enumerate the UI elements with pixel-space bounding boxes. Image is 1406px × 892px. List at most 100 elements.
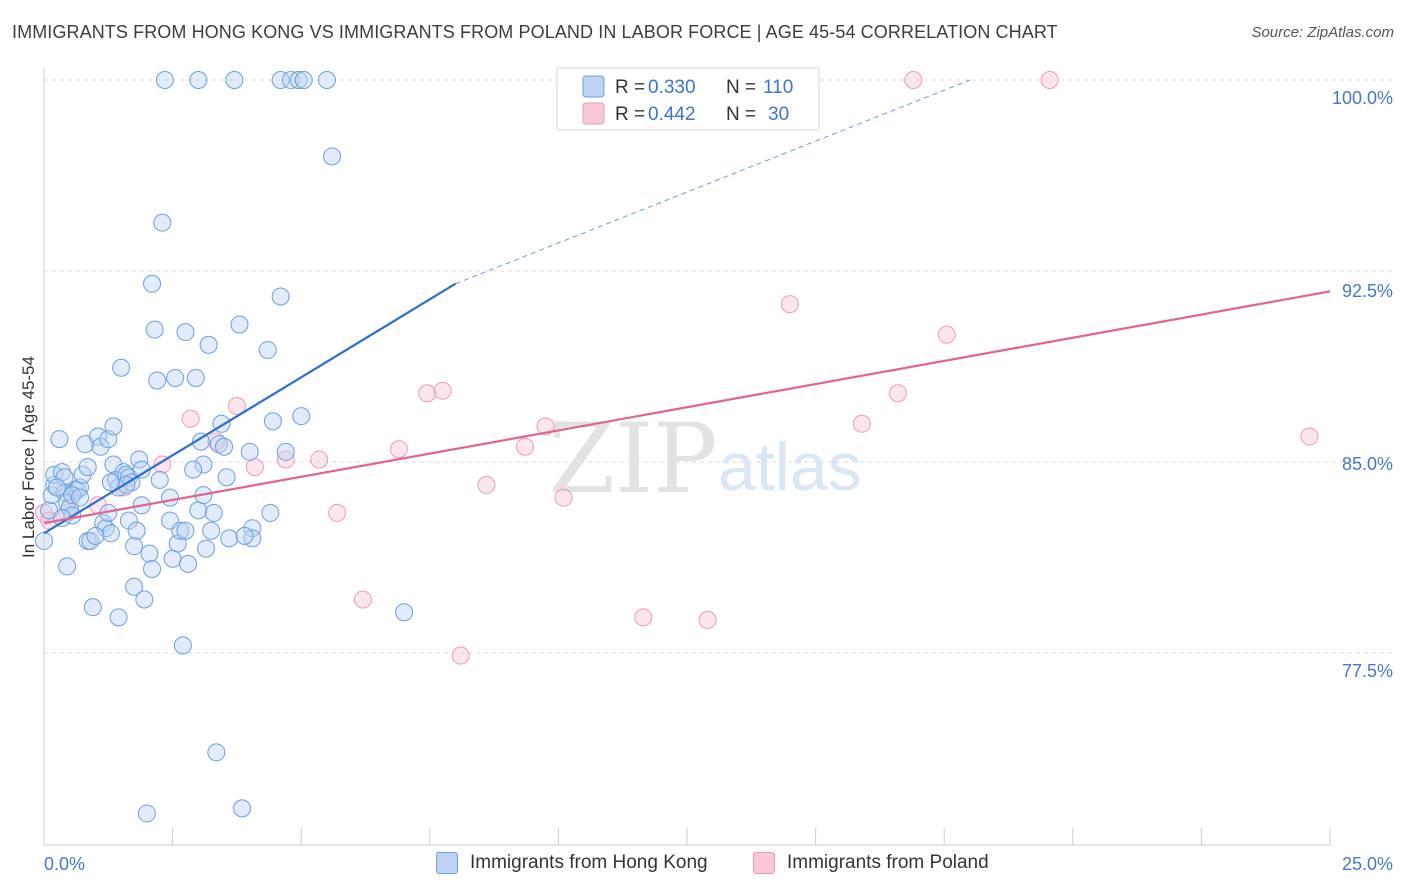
data-point-hong-kong (209, 435, 228, 454)
legend-r-value: 0.330 (648, 77, 696, 98)
data-point-poland (904, 71, 923, 89)
data-point-hong-kong (130, 450, 149, 469)
data-point-hong-kong (176, 521, 195, 540)
data-point-hong-kong (137, 804, 156, 823)
data-point-hong-kong (179, 554, 198, 573)
data-point-hong-kong (194, 455, 213, 474)
series-poland-points (35, 71, 1319, 665)
legend-label-hong-kong: Immigrants from Hong Kong (470, 852, 708, 873)
legend-r-value: 0.442 (648, 104, 696, 125)
data-point-poland (536, 417, 555, 436)
data-point-hong-kong (173, 636, 192, 655)
data-point-hong-kong (263, 412, 282, 431)
legend-swatch-poland (753, 852, 775, 874)
data-point-hong-kong (230, 315, 249, 334)
source-label: Source: ZipAtlas.com (1251, 24, 1394, 41)
data-point-hong-kong (104, 455, 123, 474)
data-point-hong-kong (83, 598, 102, 617)
trend-line-hong-kong-extension (455, 79, 971, 285)
data-point-hong-kong (47, 478, 66, 497)
data-point-hong-kong (150, 470, 169, 489)
legend-r-label: R = (615, 104, 645, 125)
y-axis-label: In Labor Force | Age 45-54 (19, 356, 38, 558)
data-point-hong-kong (176, 323, 195, 342)
y-tick-label: 92.5% (1342, 281, 1393, 301)
data-point-hong-kong (127, 521, 146, 540)
data-point-hong-kong (35, 531, 53, 550)
data-point-hong-kong (155, 71, 174, 89)
x-tick-label: 0.0% (44, 854, 85, 874)
data-point-hong-kong (153, 213, 172, 232)
data-point-hong-kong (143, 559, 162, 578)
data-point-poland (888, 384, 907, 403)
data-point-poland (852, 414, 871, 433)
data-point-hong-kong (163, 549, 182, 568)
data-point-poland (1300, 427, 1319, 446)
data-point-hong-kong (89, 427, 108, 446)
data-point-hong-kong (220, 529, 239, 548)
data-point-poland (353, 590, 372, 609)
data-point-hong-kong (166, 368, 185, 387)
data-point-hong-kong (148, 371, 167, 390)
data-point-hong-kong (71, 488, 90, 507)
data-point-hong-kong (225, 71, 244, 89)
data-point-hong-kong (104, 417, 123, 436)
data-point-hong-kong (294, 71, 313, 89)
data-point-hong-kong (81, 531, 100, 550)
data-point-hong-kong (189, 501, 208, 520)
data-point-hong-kong (207, 743, 226, 762)
data-point-hong-kong (199, 335, 218, 354)
data-point-poland (276, 450, 295, 469)
series-hong-kong-points (35, 71, 414, 823)
data-point-hong-kong (161, 488, 180, 507)
data-point-poland (698, 610, 717, 629)
data-point-poland (310, 450, 329, 469)
data-point-hong-kong (140, 544, 159, 563)
data-point-poland (245, 458, 264, 477)
data-point-hong-kong (101, 524, 120, 543)
data-point-hong-kong (217, 468, 236, 487)
data-point-poland (780, 295, 799, 314)
data-point-hong-kong (91, 437, 110, 456)
data-point-hong-kong (55, 468, 74, 487)
trend-lines (43, 79, 1331, 535)
data-point-hong-kong (215, 437, 234, 456)
data-point-hong-kong (189, 71, 208, 89)
data-point-hong-kong (119, 511, 138, 530)
legend-item-poland: Immigrants from Poland (753, 852, 989, 874)
data-point-hong-kong (125, 577, 144, 596)
data-point-poland (451, 646, 470, 665)
legend-stats: R = 0.330 N = 110 R = 0.442 N = 30 (556, 67, 820, 131)
data-point-poland (181, 409, 200, 428)
legend-swatch-hong-kong (436, 852, 458, 874)
data-point-poland (1040, 71, 1059, 89)
data-point-hong-kong (86, 526, 105, 545)
trend-line-hong-kong (43, 282, 457, 535)
data-point-hong-kong (235, 526, 254, 545)
data-point-hong-kong (202, 521, 221, 540)
data-point-poland (418, 384, 437, 403)
data-point-poland (634, 608, 653, 627)
data-point-hong-kong (135, 590, 154, 609)
data-point-hong-kong (125, 537, 144, 556)
data-point-hong-kong (281, 71, 300, 89)
legend-swatch-hong-kong (582, 75, 605, 98)
trend-line-poland (43, 290, 1331, 525)
data-point-hong-kong (143, 274, 162, 293)
data-point-hong-kong (292, 407, 311, 426)
data-point-hong-kong (197, 539, 216, 558)
data-point-hong-kong (112, 358, 131, 377)
legend-n-label: N = (726, 77, 756, 98)
data-point-hong-kong (145, 320, 164, 339)
data-point-hong-kong (50, 430, 69, 449)
grid-lines (44, 79, 1392, 654)
x-tick-label: 25.0% (1342, 854, 1393, 874)
data-point-poland (515, 437, 534, 456)
legend-n-value: 110 (763, 77, 793, 98)
data-point-hong-kong (258, 340, 277, 359)
tick-labels: 77.5% 85.0% 92.5% 100.0% 0.0% 25.0% (44, 88, 1393, 874)
data-point-poland (328, 503, 347, 522)
data-point-hong-kong (323, 147, 342, 166)
data-point-hong-kong (204, 503, 223, 522)
